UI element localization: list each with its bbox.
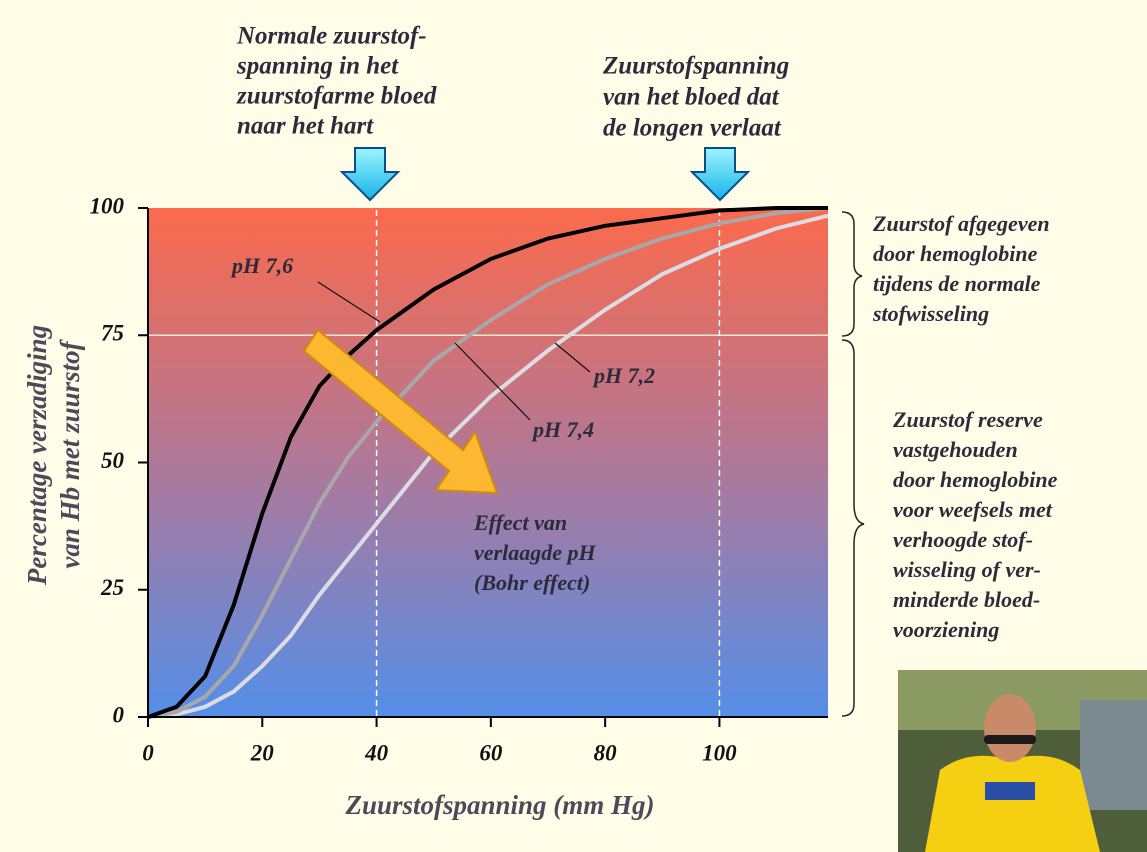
photo (898, 670, 1147, 852)
annotation: de longen verlaat (603, 115, 782, 142)
x-tick-label: 20 (250, 740, 275, 765)
annotation: verhoogde stof- (893, 527, 1033, 552)
annotation: zuurstofarme bloed (236, 83, 437, 110)
x-tick-label: 80 (594, 740, 618, 765)
pointer-arrow (692, 148, 748, 200)
annotation: wisseling of ver- (893, 557, 1041, 582)
annotation: tijdens de normale (873, 271, 1041, 296)
annotation: Zuurstof reserve (892, 407, 1043, 432)
y-tick-label: 25 (100, 575, 124, 600)
brace (842, 340, 864, 716)
annotation: voor weefsels met (893, 497, 1053, 522)
annotation: Zuurstof afgegeven (872, 211, 1050, 236)
brace (842, 212, 862, 336)
annotation: stofwisseling (872, 301, 989, 326)
annotation: van het bloed dat (603, 84, 780, 111)
annotation: Zuurstofspanning (602, 53, 789, 80)
x-axis-label: Zuurstofspanning (mm Hg) (344, 790, 654, 820)
y-axis-label: Percentage verzadiging (22, 325, 52, 586)
y-tick-label: 0 (113, 702, 125, 727)
annotation: Normale zuurstof- (236, 23, 427, 50)
annotation: spanning in het (236, 53, 399, 80)
y-axis-label: van Hb met zuurstof (55, 338, 85, 568)
y-tick-label: 100 (90, 193, 125, 218)
annotation: vastgehouden (893, 437, 1018, 462)
series-label: pH 7,2 (592, 363, 655, 388)
pointer-arrow (342, 148, 398, 200)
series-label: pH 7,4 (531, 417, 594, 442)
annotation: naar het hart (237, 113, 374, 140)
annotation: voorziening (893, 617, 999, 642)
annotation: verlaagde pH (474, 540, 596, 565)
annotation: door hemoglobine (873, 241, 1038, 266)
annotation: minderde bloed- (893, 587, 1040, 612)
y-tick-label: 75 (101, 321, 124, 346)
x-tick-label: 60 (479, 740, 503, 765)
annotation: (Bohr effect) (474, 570, 590, 595)
x-tick-label: 40 (364, 740, 389, 765)
x-tick-label: 100 (702, 740, 737, 765)
series-label: pH 7,6 (230, 253, 293, 278)
y-tick-label: 50 (101, 448, 125, 473)
x-tick-label: 0 (142, 740, 154, 765)
chart: 0 25 50 75 100 0 20 40 60 80 100 pH 7,6 pH 7,4 pH 7,2… (0, 0, 1147, 852)
annotation: door hemoglobine (893, 467, 1058, 492)
annotation: Effect van (473, 510, 567, 535)
